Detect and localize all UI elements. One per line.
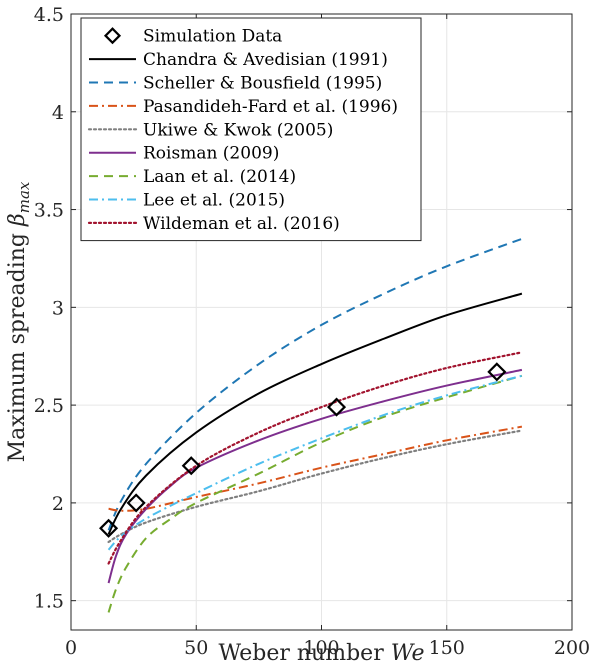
- x-tick-label: 200: [554, 637, 590, 659]
- x-tick-label: 100: [303, 637, 339, 659]
- series-line-0: [107, 292, 523, 535]
- x-axis-label: Weber number We: [218, 641, 424, 666]
- y-tick-label: 1.5: [34, 591, 64, 613]
- series-line-2: [108, 425, 523, 512]
- simulation-markers: [99, 362, 507, 538]
- y-axis-label: Maximum spreading βmax: [5, 181, 33, 462]
- series-line-3: [107, 429, 523, 544]
- x-tick-label: 150: [429, 637, 465, 659]
- y-tick-label: 3.5: [34, 200, 64, 222]
- legend-marker-simulation: [103, 27, 122, 45]
- legend-label: Roisman (2009): [143, 144, 279, 164]
- x-tick-labels: 0 50 100 150 200: [65, 637, 590, 659]
- y-tick-labels: 1.5 2 2.5 3 3.5 4 4.5: [34, 4, 64, 613]
- series-line-4: [107, 368, 523, 584]
- legend-label: Scheller & Bousfield (1995): [143, 74, 382, 94]
- y-tick-label: 4: [52, 102, 64, 124]
- series-lines: [107, 237, 523, 613]
- y-tick-label: 2.5: [34, 395, 64, 417]
- legend-label: Ukiwe & Kwok (2005): [143, 120, 333, 140]
- series-line-7: [107, 351, 523, 565]
- legend-label: Wildeman et al. (2016): [143, 214, 340, 234]
- series-line-5: [107, 374, 523, 613]
- simulation-point: [487, 362, 507, 382]
- y-tick-label: 2: [52, 493, 64, 515]
- series-line-1: [107, 237, 523, 531]
- legend-label: Laan et al. (2014): [143, 167, 296, 187]
- simulation-point: [126, 493, 146, 513]
- legend-label: Simulation Data: [143, 27, 282, 47]
- legend: Simulation Data Chandra & Avedisian (1991…: [80, 17, 422, 242]
- legend-label: Chandra & Avedisian (1991): [143, 50, 388, 70]
- simulation-point: [326, 397, 347, 417]
- y-tick-label: 3: [52, 297, 64, 319]
- series-line-6: [107, 374, 523, 551]
- simulation-point: [181, 456, 201, 476]
- legend-box: [80, 17, 422, 242]
- x-tick-label: 50: [184, 637, 208, 659]
- simulation-point: [99, 518, 119, 538]
- x-tick-label: 0: [65, 637, 77, 659]
- legend-label: Pasandideh-Fard et al. (1996): [143, 97, 398, 117]
- y-tick-label: 4.5: [34, 4, 64, 26]
- legend-label: Lee et al. (2015): [143, 191, 285, 211]
